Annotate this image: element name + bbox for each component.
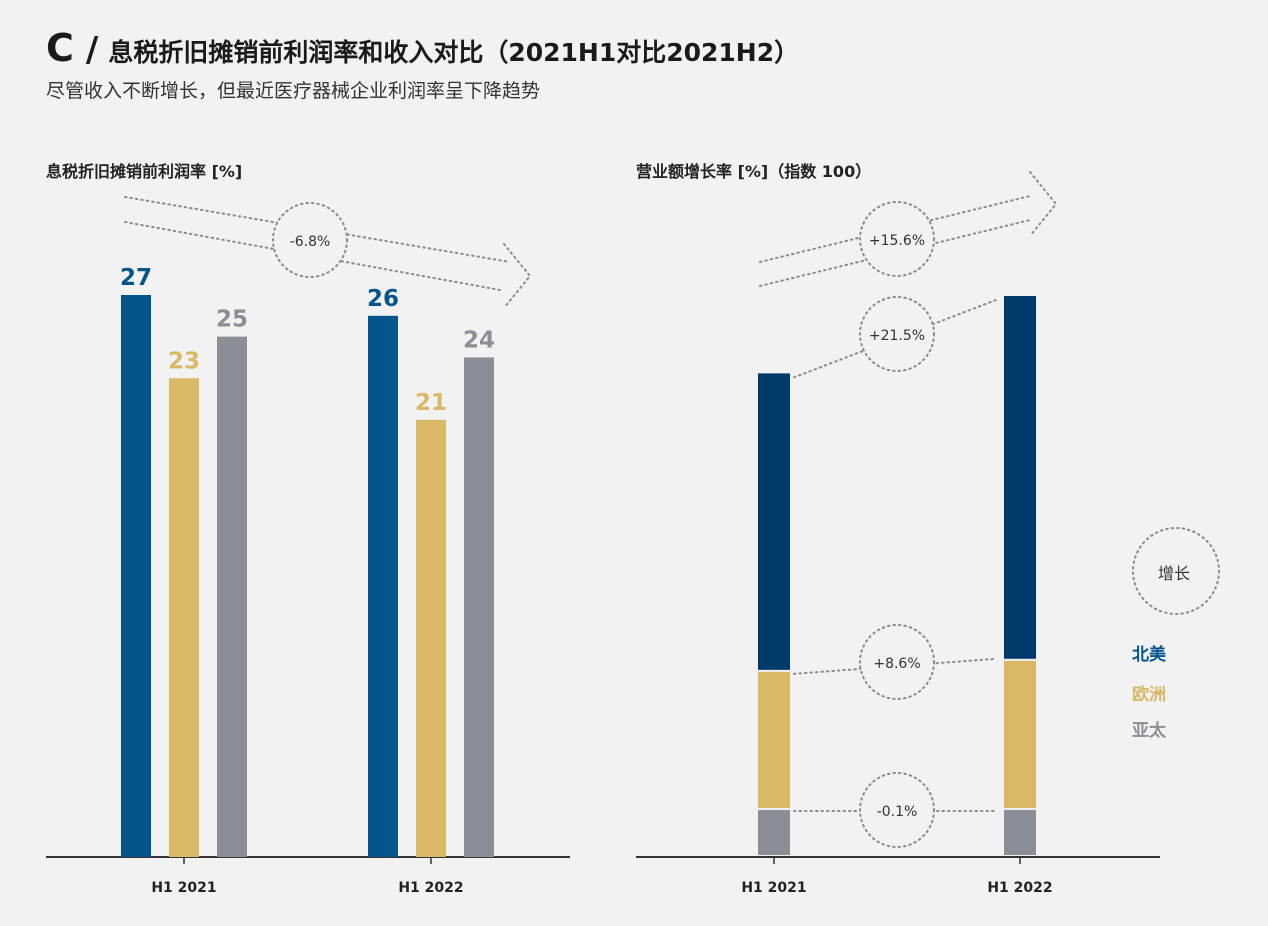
growth-circle-europe [859, 624, 935, 700]
legend-item-apac: 亚太 [1132, 721, 1166, 741]
stacked-bar-北美-H1 2022 [1004, 296, 1036, 659]
bar-亚太-H1 2021 [217, 336, 247, 857]
annotation-label-apac: -0.1% [877, 804, 918, 820]
stacked-bar-北美-H1 2021 [758, 373, 790, 670]
stacked-bar-欧洲-H1 2022 [1004, 660, 1036, 809]
bar-北美-H1 2022 [368, 315, 398, 857]
title-row: C / 息税折旧摊销前利润率和收入对比（2021H1对比2021H2） [46, 26, 799, 70]
data-label-欧洲-H1 2021: 23 [168, 348, 200, 374]
data-label-亚太-H1 2021: 25 [216, 307, 248, 333]
legend-item-europe: 欧洲 [1132, 685, 1166, 705]
bar-亚太-H1 2022 [464, 357, 494, 857]
legend-growth-circle [1132, 527, 1220, 615]
legend-item-north-america: 北美 [1132, 645, 1166, 665]
growth-circle-apac [859, 772, 935, 848]
decline-arrow-line-upper [124, 196, 511, 263]
stacked-bar-亚太-H1 2022 [1004, 810, 1036, 855]
stacked-bar-欧洲-H1 2021 [758, 671, 790, 809]
growth-arrow-head [1029, 171, 1058, 237]
growth-circle-north-america [859, 296, 935, 372]
left-x-tick-label-H1 2021: H1 2021 [151, 880, 216, 896]
annotation-label-north-america: +21.5% [869, 328, 925, 344]
data-label-亚太-H1 2022: 24 [463, 327, 495, 353]
data-label-北美-H1 2022: 26 [367, 286, 399, 312]
data-label-欧洲-H1 2022: 21 [415, 390, 447, 416]
right-x-tick-label-H1 2021: H1 2021 [741, 880, 806, 896]
decline-arrow-head [503, 243, 532, 309]
annotation-label-europe: +8.6% [873, 656, 920, 672]
page-title: 息税折旧摊销前利润率和收入对比（2021H1对比2021H2） [108, 38, 800, 67]
right-x-tick-label-H1 2022: H1 2022 [987, 880, 1052, 896]
decline-annotation-circle [272, 202, 348, 278]
right-chart-title: 营业额增长率 [%]（指数 100） [636, 162, 872, 181]
left-chart-title: 息税折旧摊销前利润率 [%] [46, 162, 243, 181]
chart-letter: C [46, 26, 74, 70]
page-subtitle: 尽管收入不断增长，但最近医疗器械企业利润率呈下降趋势 [46, 80, 541, 102]
legend-title: 增长 [1158, 564, 1191, 583]
stacked-bar-亚太-H1 2021 [758, 810, 790, 855]
header: C / 息税折旧摊销前利润率和收入对比（2021H1对比2021H2） 尽管收入… [46, 26, 799, 103]
annotation-label-total: +15.6% [869, 233, 925, 249]
bar-北美-H1 2021 [121, 295, 151, 857]
total-growth-circle [859, 201, 935, 277]
title-slash: / [85, 30, 99, 70]
data-label-北美-H1 2021: 27 [120, 265, 152, 291]
bar-欧洲-H1 2022 [416, 419, 446, 857]
left-x-tick-label-H1 2022: H1 2022 [398, 880, 463, 896]
annotation-label-left: -6.8% [290, 234, 331, 250]
bar-欧洲-H1 2021 [169, 378, 199, 857]
